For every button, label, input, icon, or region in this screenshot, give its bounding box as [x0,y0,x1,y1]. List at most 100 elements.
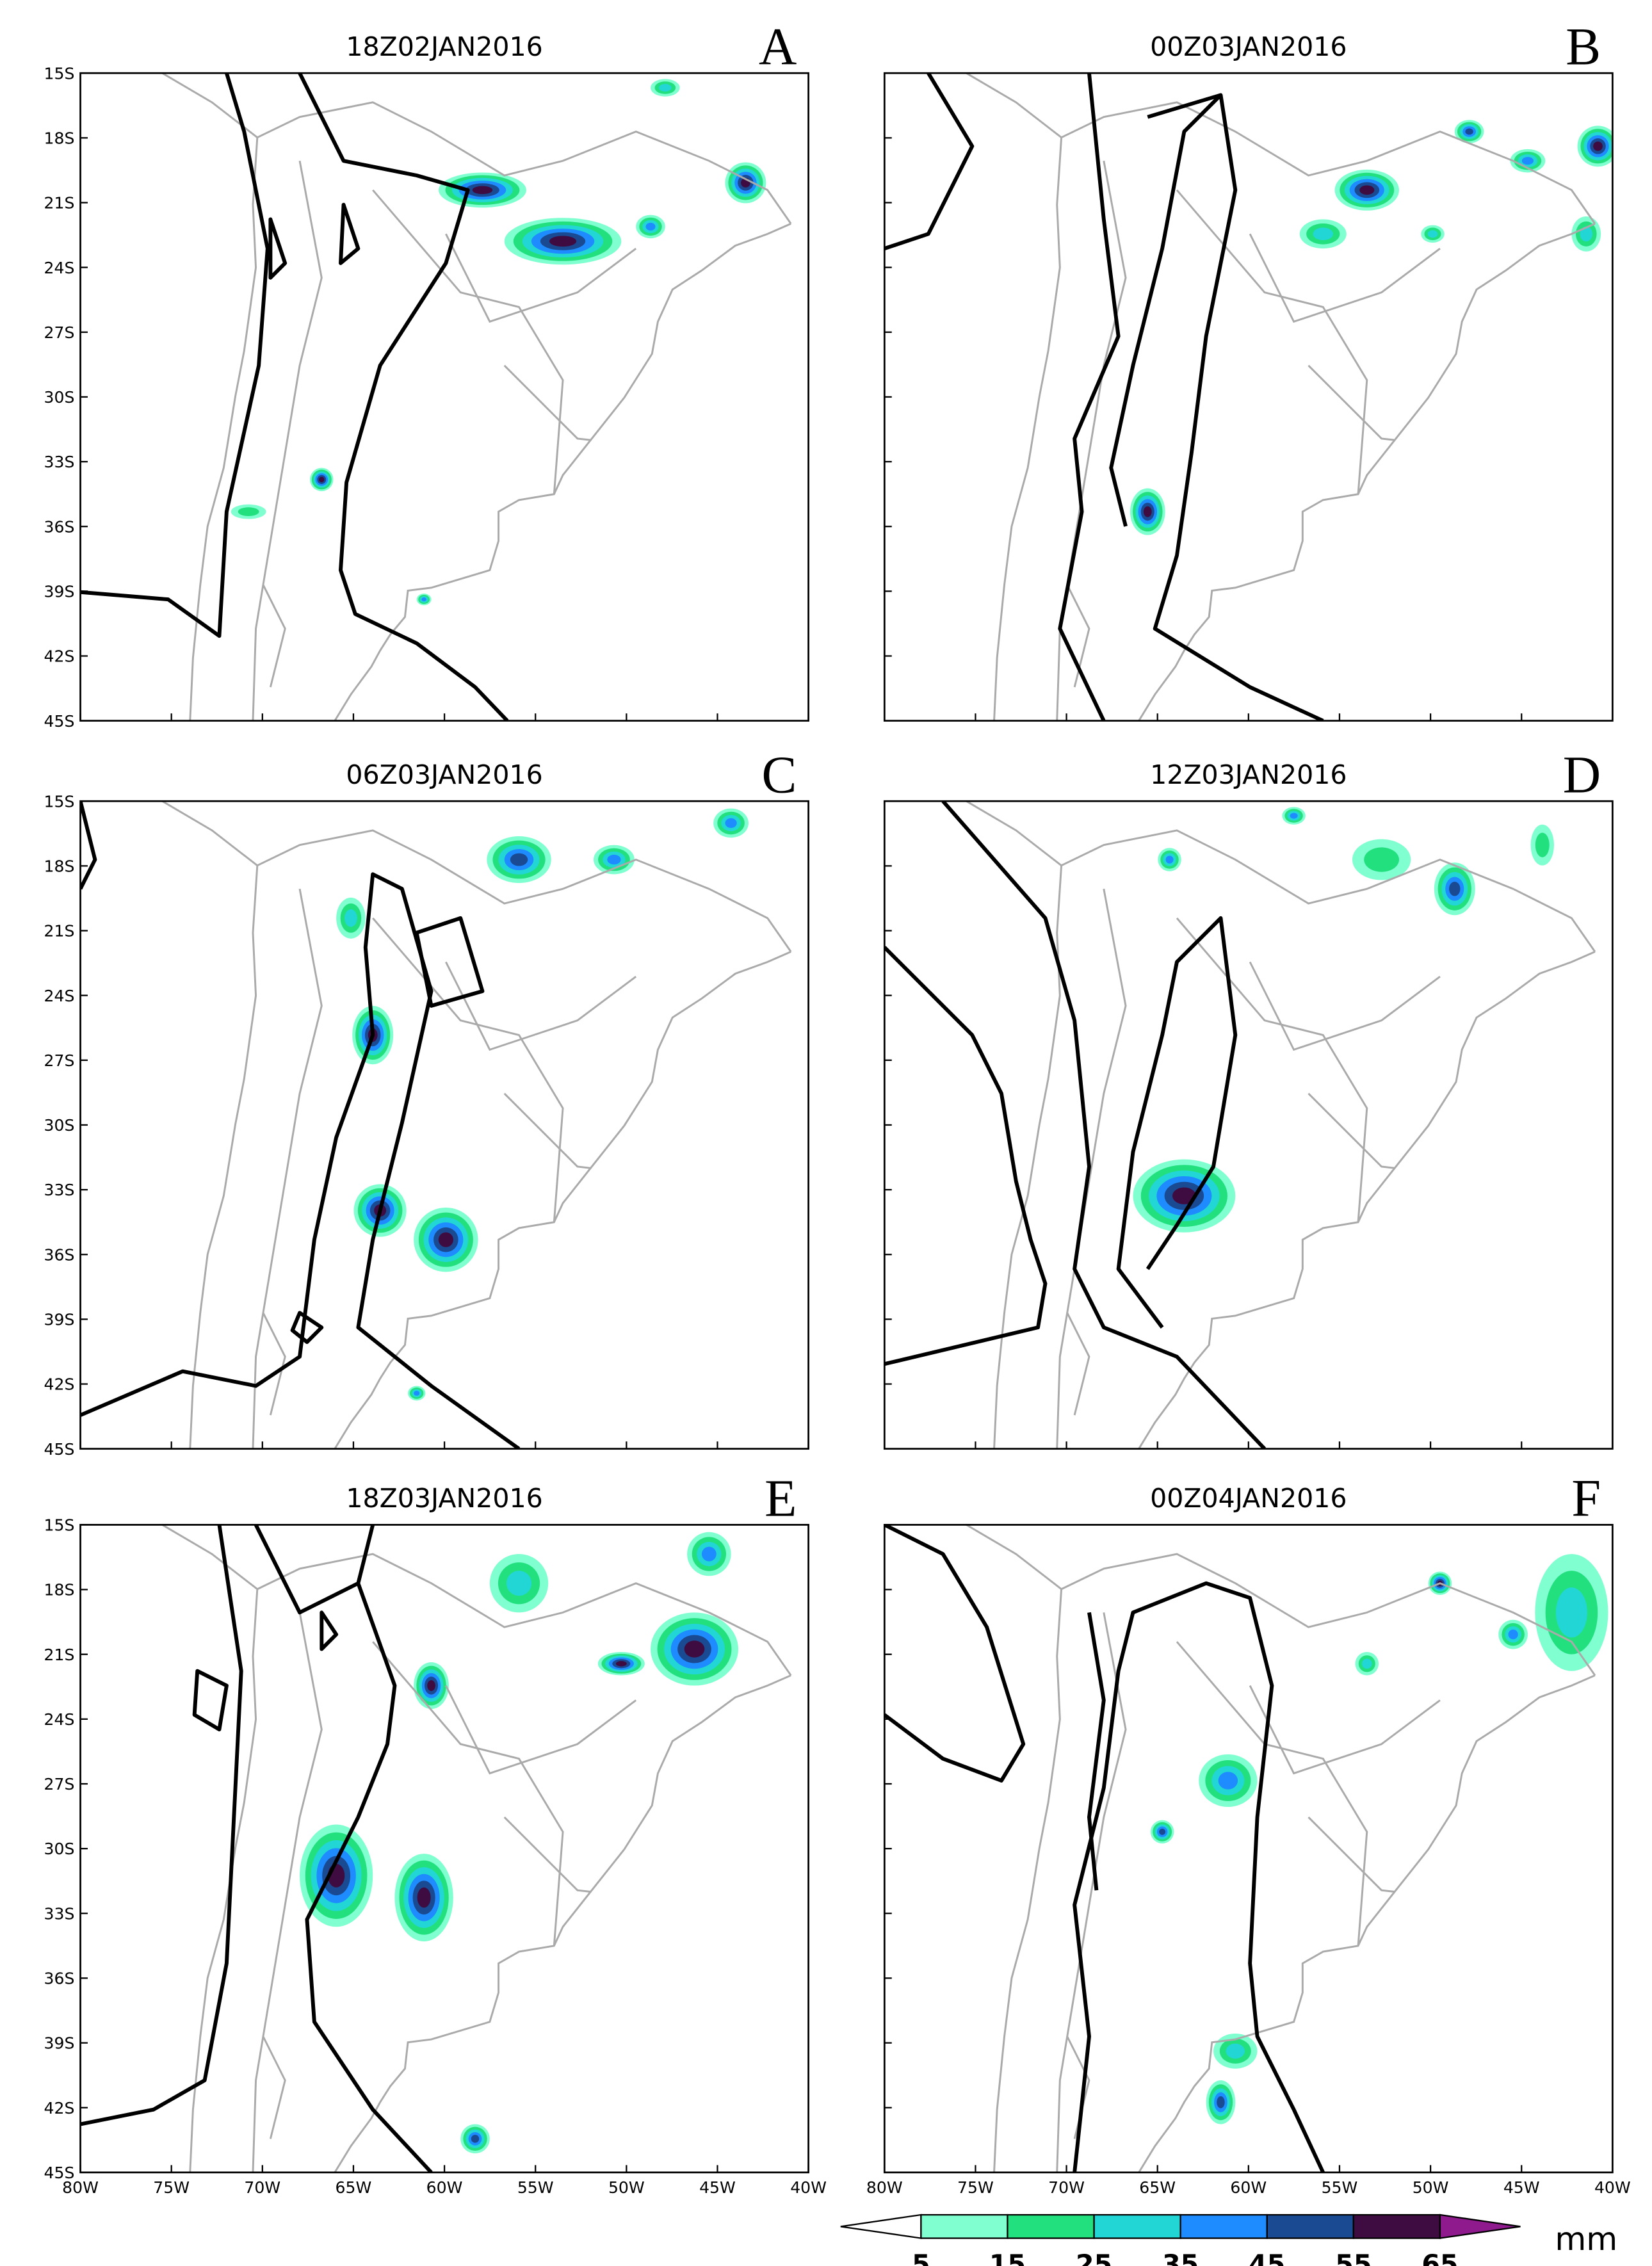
colorbar: 5 15 25 35 45 55 65 mm [840,2213,1617,2266]
panel-title: 06Z03JAN2016 [346,759,542,790]
map-body [884,1525,1608,2173]
colorbar-segment [1266,2213,1354,2239]
lat-tick-label: 42S [44,1375,75,1394]
precip-area [438,1232,453,1247]
contour [1109,93,1324,721]
colorbar-label: 35 [1162,2249,1199,2266]
coastline [965,1525,1596,2173]
lat-tick-label: 42S [44,647,75,666]
lon-tick-label: 60W [426,2178,463,2197]
panel-title: 00Z03JAN2016 [1150,31,1347,62]
panel-label: B [1566,17,1601,76]
colorbar-unit: mm [1555,2220,1617,2258]
contour [884,73,975,250]
precip-area [1449,881,1461,896]
contour [941,801,1267,1449]
colorbar-label: 5 [912,2249,930,2266]
lat-tick-label: 33S [44,1181,75,1199]
precip-area [1172,1187,1196,1204]
lat-tick-label: 36S [44,1245,75,1264]
lat-tick-label: 27S [44,1775,75,1793]
lon-tick-label: 40W [1594,2178,1631,2197]
map-frame [883,1524,1614,2174]
precip-area [659,84,672,92]
contour [254,1525,433,2173]
coastline [161,801,792,1449]
lat-tick-label: 30S [44,1840,75,1858]
panel-label: A [759,17,797,76]
coastline [965,801,1596,1449]
contour [1073,1581,1325,2173]
lat-tick-label: 15S [44,1516,75,1535]
colorbar-segment [1007,2213,1095,2239]
lat-tick-label: 39S [44,582,75,601]
precip-area [1143,506,1152,517]
precip-area [1521,157,1534,165]
colorbar-label: 55 [1335,2249,1372,2266]
precip-area [1361,1658,1372,1669]
colorbar-label: 15 [989,2249,1026,2266]
lat-tick-label: 30S [44,388,75,407]
precip-area [1217,2096,1225,2108]
precip-area [1535,832,1550,857]
panel-art [884,73,1324,721]
lon-tick-label: 80W [866,2178,903,2197]
panel-label: D [1563,746,1601,804]
lat-tick-label: 18S [44,857,75,875]
lat-tick-label: 15S [44,64,75,83]
precip-area [1580,226,1593,242]
panel-title: 18Z03JAN2016 [346,1483,542,1514]
lon-tick-label: 55W [1322,2178,1358,2197]
map-panel: 00Z03JAN2016 B [883,17,1614,722]
lon-tick-label: 45W [1503,2178,1540,2197]
panel-title: 00Z04JAN2016 [1150,1483,1347,1514]
lat-tick-label: 27S [44,1051,75,1070]
lat-tick-label: 36S [44,517,75,536]
lat-tick-label: 27S [44,323,75,342]
panel-art [80,801,521,1449]
lat-tick-label: 24S [44,1710,75,1729]
lon-tick-label: 60W [1230,2178,1267,2197]
panel-label: F [1571,1469,1601,1528]
colorbar-label: 25 [1076,2249,1112,2266]
precip-area [645,222,656,231]
precip-area [1555,1587,1587,1638]
colorbar-segment [1352,2213,1441,2239]
precip-area [725,818,737,829]
precip-area [471,2135,480,2143]
panel-art [80,73,509,721]
colorbar-under [840,2213,922,2239]
colorbar-segment [920,2213,1008,2239]
map-frame [883,72,1614,722]
lat-tick-label: 15S [44,792,75,811]
precip-area [319,476,325,483]
precip-area [1290,813,1298,819]
contour [80,872,521,1449]
precip-area [684,1640,705,1658]
lat-tick-label: 45S [44,2164,75,2182]
contour [80,73,270,638]
contour [884,1525,1026,1783]
precip-area [472,186,493,195]
precip-area [421,597,426,602]
contour [80,801,485,1344]
map-panel: 06Z03JAN2016 C 15S 18S 21S 24S 27S 30S 33S 36S 39S… [44,746,809,1459]
contour [192,1610,339,1732]
lat-tick-label: 45S [44,1440,75,1459]
coastline [161,73,792,721]
lat-tick-label: 18S [44,1581,75,1599]
precip-area [1165,855,1174,864]
precip-area [510,853,528,866]
lat-tick-label: 18S [44,129,75,147]
lon-tick-label: 65W [1139,2178,1176,2197]
precip-area [1364,847,1400,872]
precip-area [607,854,621,865]
precip-area [1465,128,1473,135]
map-body [884,73,1613,721]
panel-art [884,1525,1325,2173]
map-body [884,801,1596,1449]
precip-area [1218,1772,1238,1790]
contour [1058,73,1121,721]
lon-tick-label: 40W [790,2178,827,2197]
